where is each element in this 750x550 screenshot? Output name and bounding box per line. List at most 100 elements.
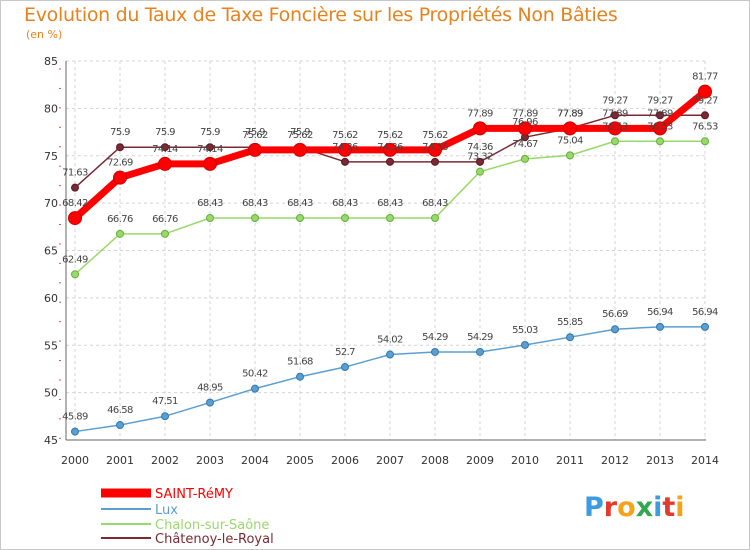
data-label: 77.89 [647,108,673,119]
data-label: 76.96 [512,117,538,128]
data-point [431,157,439,166]
data-label: 75.9 [200,127,220,138]
data-label: 55.03 [512,325,538,336]
data-point [206,143,214,152]
data-point [476,167,484,176]
logo-letter: i [675,492,684,523]
data-point [338,142,352,157]
data-point [521,154,529,163]
data-label: 72.69 [107,158,133,169]
legend-label: Lux [155,503,178,518]
data-point [701,322,709,331]
data-label: 51.68 [287,357,313,368]
data-label: 79.27 [647,95,673,106]
data-point [611,111,619,120]
data-label: 56.94 [692,307,718,318]
data-label: 74.14 [197,144,223,155]
x-tick-label: 2010 [511,454,539,467]
data-label: 45.89 [62,412,88,423]
data-point [386,350,394,359]
data-point [116,229,124,238]
data-label: 66.76 [107,214,133,225]
y-tick-label: 75 [44,150,58,163]
data-label: 74.14 [152,144,178,155]
y-tick-label: 70 [44,197,58,210]
data-label: 46.58 [107,405,133,416]
data-label: 71.63 [62,168,88,179]
grid [66,60,706,441]
data-point [563,121,577,136]
data-label: 66.76 [152,214,178,225]
data-point [566,333,574,342]
data-point [611,137,619,146]
data-label: 54.29 [422,332,448,343]
data-label: 68.43 [422,198,448,209]
data-point [473,121,487,136]
data-label: 79.27 [602,95,628,106]
logo-letter: o [617,492,636,523]
data-label: 76.53 [602,121,628,132]
data-label: 76.53 [692,121,718,132]
data-point [113,170,127,185]
data-point [386,214,394,223]
data-label: 68.43 [377,198,403,209]
logo-letter: t [662,492,675,523]
data-point [161,229,169,238]
data-point [386,157,394,166]
data-label: 68.43 [197,198,223,209]
data-point [251,384,259,393]
legend-label: Châtenoy-le-Royal [155,532,274,547]
data-label: 74.36 [332,142,358,153]
x-tick-label: 2008 [421,454,449,467]
data-point [701,111,709,120]
legend-label: Chalon-sur-Saône [155,518,269,533]
axes: 45 50 55 60 65 70 75 80 85 2000 2001 2002 2003 2004 20… [44,55,719,467]
data-point [293,142,307,157]
data-point [71,427,79,436]
x-tick-label: 2003 [196,454,224,467]
data-label: 62.49 [62,254,88,265]
y-tick-label: 85 [44,55,58,68]
data-label: 75.62 [242,130,268,141]
data-label: 55.85 [557,317,583,328]
chart-title: Evolution du Taux de Taxe Foncière sur l… [24,4,618,26]
legend-label: SAINT-RéMY [155,487,233,502]
x-tick-label: 2009 [466,454,494,467]
data-point [161,143,169,152]
data-label: 75.62 [332,130,358,141]
data-point [251,214,259,223]
data-label: 77.89 [467,108,493,119]
y-tick-label: 65 [44,245,58,258]
data-point [116,143,124,152]
data-point [431,347,439,356]
data-label: 68.43 [287,198,313,209]
data-label: 74.67 [512,139,538,150]
data-label: 75.9 [290,127,310,138]
proxiti-logo: Proxiti [584,492,685,523]
data-point [656,322,664,331]
data-label: 50.42 [242,369,268,380]
data-label: 81.77 [692,72,718,83]
series-layer [68,84,712,436]
data-point [608,121,622,136]
x-tick-label: 2005 [286,454,314,467]
data-label: 68.43 [332,198,358,209]
x-tick-label: 2006 [331,454,359,467]
y-tick-label: 45 [44,434,58,447]
logo-letter: r [604,492,618,523]
y-tick-label: 60 [44,292,58,305]
data-point [116,421,124,430]
data-label: 47.51 [152,396,178,407]
x-tick-label: 2012 [601,454,629,467]
data-point [341,214,349,223]
data-point [566,151,574,160]
data-point [161,412,169,421]
data-point [383,142,397,157]
data-label: 77.89 [512,108,538,119]
data-label: 75.9 [155,127,175,138]
data-label: 77.89 [557,108,583,119]
data-point [203,156,217,171]
logo-letter: i [653,492,662,523]
data-point [341,363,349,372]
